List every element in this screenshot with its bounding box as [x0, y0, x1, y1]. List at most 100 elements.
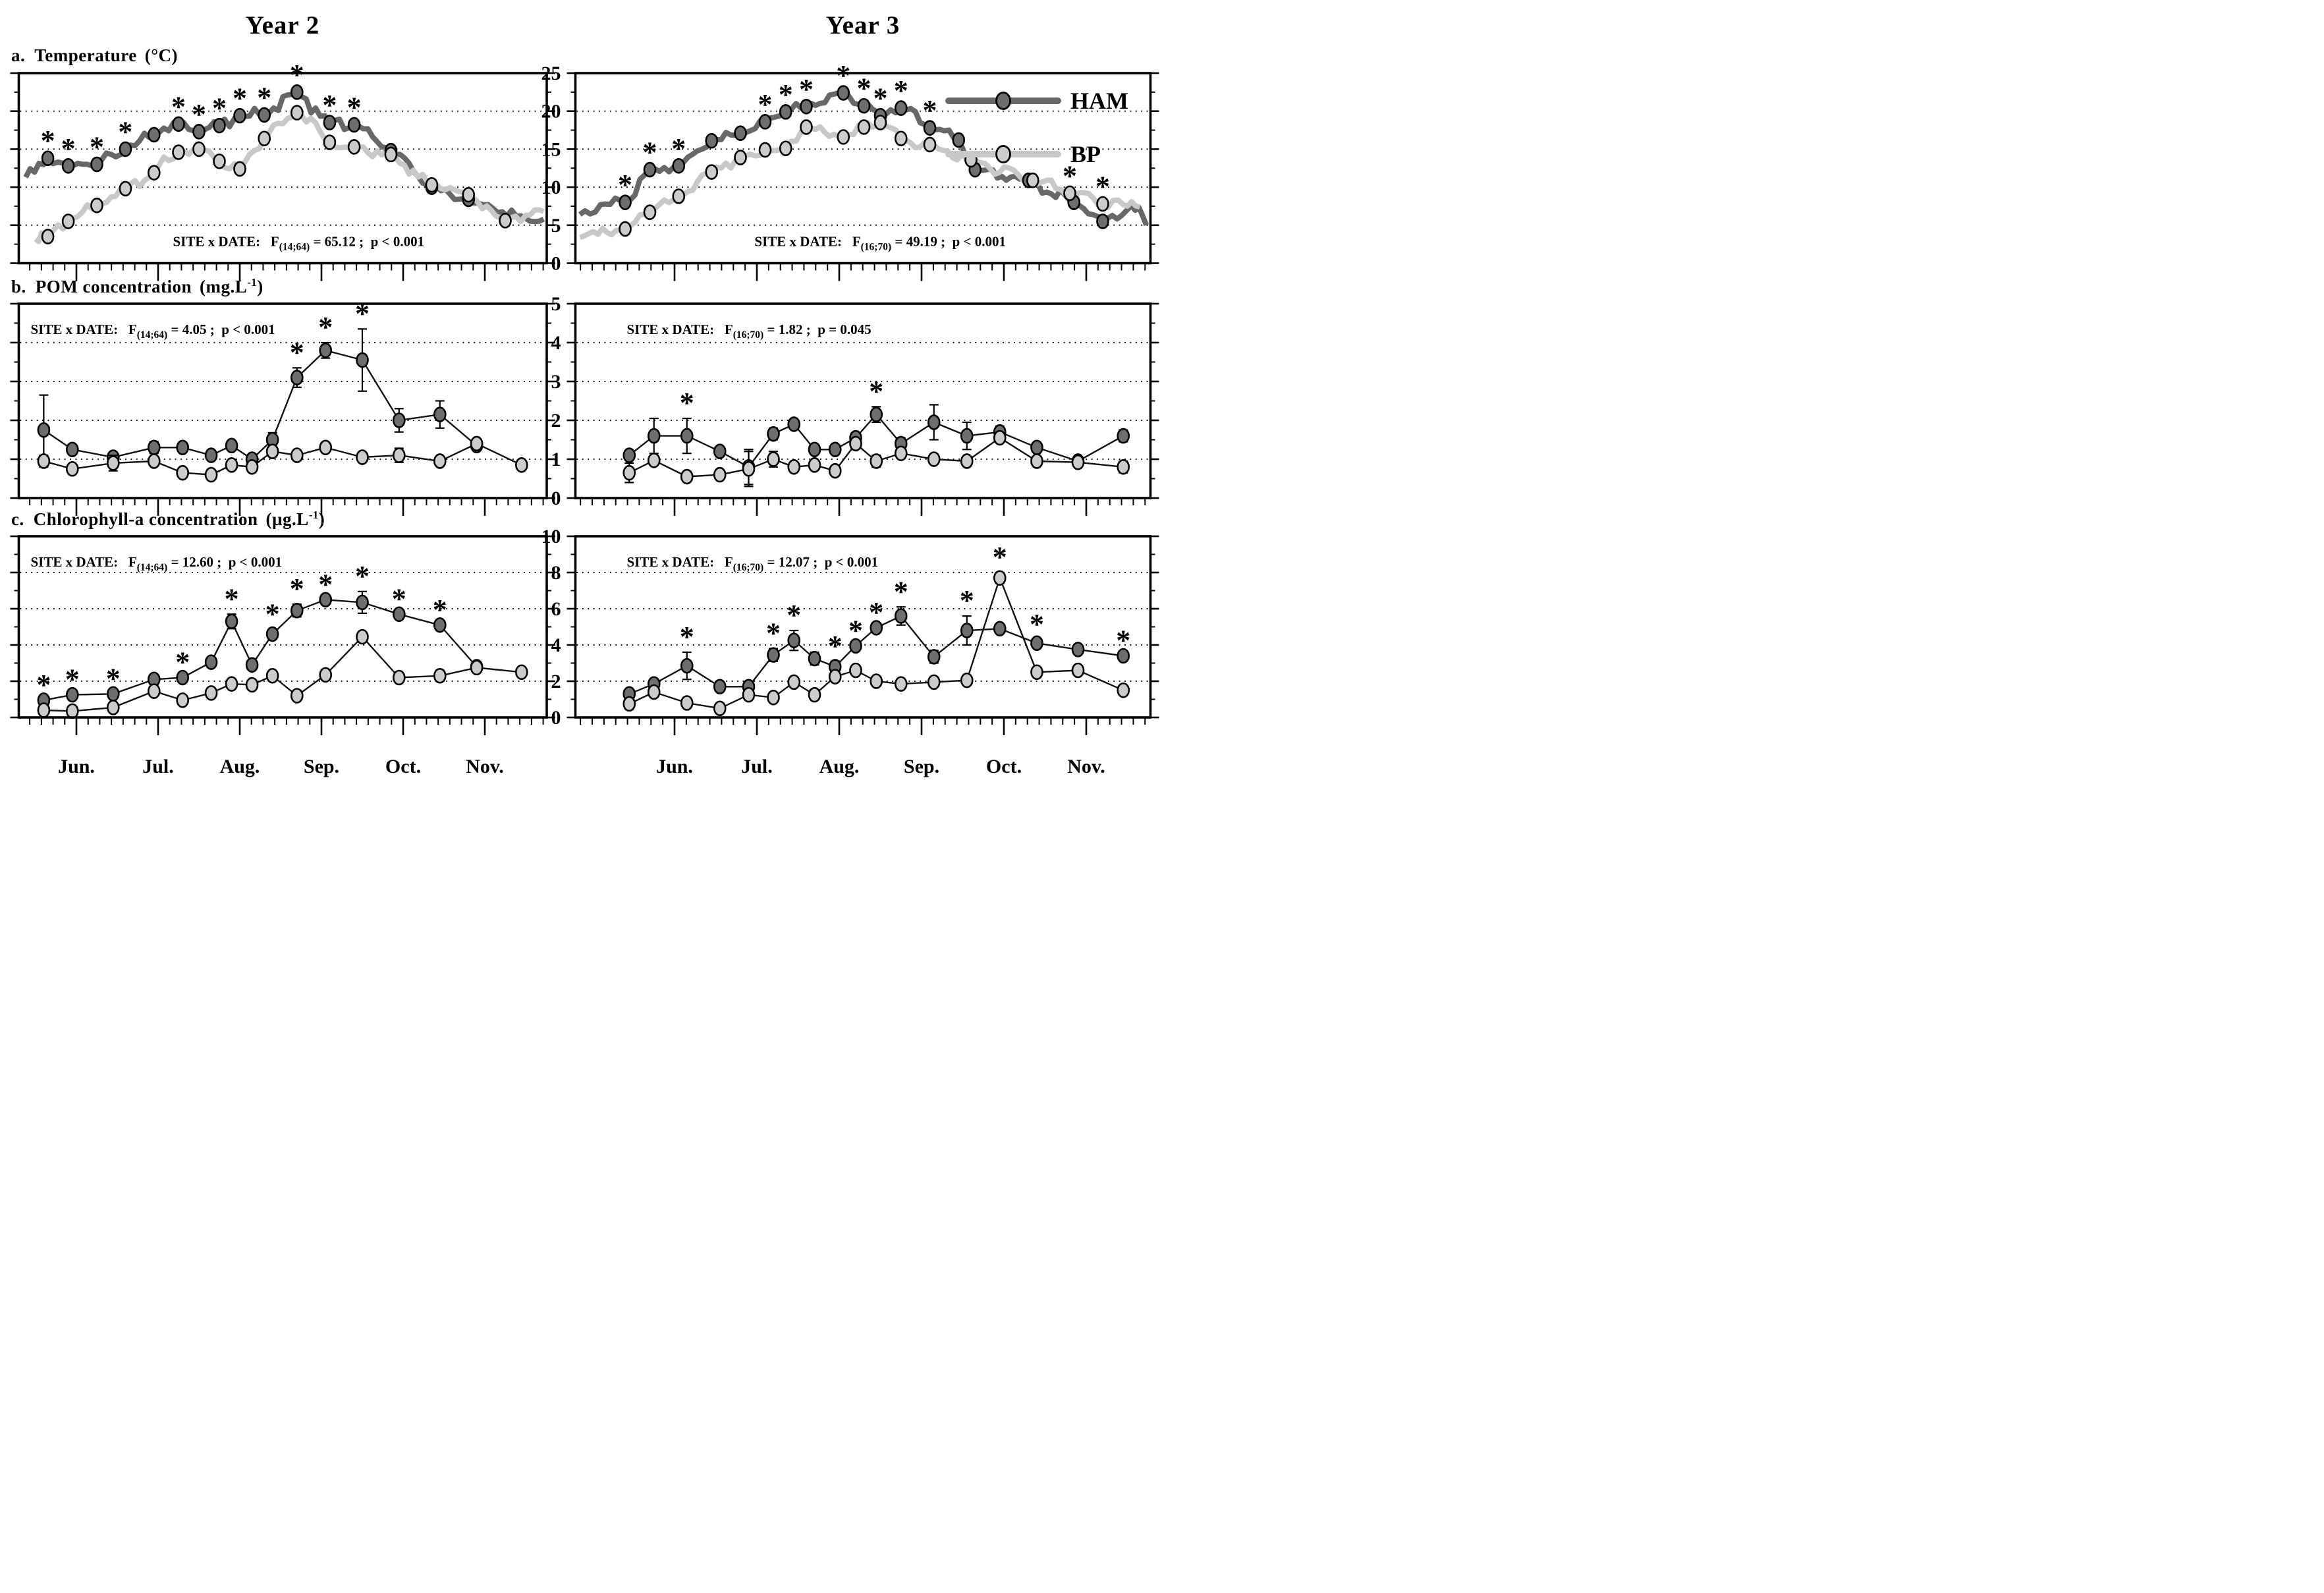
month-label-nov: Nov. — [466, 756, 504, 777]
data-point-bp — [927, 674, 941, 690]
data-point-ham — [870, 620, 883, 636]
data-point-bp — [233, 161, 246, 177]
y-tick-label: 25 — [541, 63, 561, 84]
y-tick-label: 0 — [551, 253, 561, 275]
series-layer — [578, 90, 1149, 240]
axis-ticks — [567, 302, 1159, 516]
data-point-ham — [258, 107, 271, 123]
gridlines — [20, 572, 545, 682]
significance-asterisk: * — [993, 541, 1007, 573]
data-point-ham — [993, 621, 1007, 637]
data-point-bp — [672, 188, 686, 204]
significance-asterisk: * — [225, 582, 239, 615]
series-line-bp — [43, 443, 522, 476]
data-point-ham — [192, 124, 206, 140]
data-point-bp — [148, 683, 161, 699]
significance-asterisk: * — [766, 617, 781, 650]
data-point-bp — [1117, 459, 1130, 475]
data-point-bp — [1026, 172, 1039, 188]
legend-marker-swatch — [995, 92, 1011, 110]
data-point-bp — [758, 142, 772, 158]
data-point-bp — [680, 468, 694, 485]
significance-asterisk: * — [290, 336, 304, 368]
data-point-ham — [233, 107, 246, 124]
data-point-bp — [319, 667, 333, 683]
marker-layer — [41, 84, 512, 244]
significance-asterisk: * — [355, 560, 370, 592]
month-label-jul: Jul. — [741, 756, 773, 777]
gridlines — [576, 572, 1149, 682]
figure-svg: * * * ** * * * *** *SITE x DATE: F(14;64) = 65.1… — [10, 59, 1159, 777]
significance-asterisk: * — [869, 375, 883, 407]
data-point-bp — [37, 702, 51, 718]
data-point-bp — [470, 659, 484, 676]
data-point-bp — [265, 667, 279, 684]
data-point-bp — [622, 696, 636, 712]
y-tick-label: 1 — [551, 449, 561, 470]
marker-layer — [37, 590, 528, 719]
data-point-ham — [927, 649, 941, 665]
data-point-bp — [622, 464, 636, 481]
significance-asterisk: * — [318, 311, 333, 343]
data-point-ham — [290, 370, 304, 385]
data-point-ham — [204, 447, 218, 463]
axis-ticks — [10, 302, 555, 516]
y-tick-label: 4 — [551, 634, 561, 656]
data-point-bp — [384, 146, 398, 163]
data-point-ham — [923, 120, 937, 136]
data-point-bp — [828, 669, 842, 685]
significance-asterisk: * — [758, 88, 773, 121]
significance-asterisk: * — [322, 89, 337, 121]
axis-ticks — [10, 72, 555, 281]
series-layer — [23, 89, 545, 244]
panel-label-name: Temperature — [34, 45, 137, 65]
panel-label-unit: (µg.L-1) — [265, 509, 325, 529]
data-point-ham — [787, 632, 801, 648]
axis-ticks — [567, 72, 1159, 281]
significance-layer: * * * — [290, 297, 370, 368]
data-point-bp — [894, 676, 908, 692]
y-tick-label: 2 — [551, 671, 561, 692]
data-point-bp — [90, 197, 103, 213]
significance-asterisk: * — [799, 73, 814, 105]
data-point-ham — [433, 617, 447, 633]
significance-asterisk: * — [171, 90, 186, 123]
marker-layer — [622, 570, 1130, 717]
legend-label: BP — [1070, 141, 1101, 167]
data-point-ham — [90, 156, 103, 173]
data-point-ham — [713, 443, 727, 460]
data-point-ham — [61, 157, 75, 174]
data-point-bp — [960, 453, 974, 469]
data-point-bp — [734, 150, 747, 165]
significance-asterisk: * — [318, 568, 333, 600]
data-point-ham — [290, 602, 304, 619]
data-point-bp — [619, 221, 632, 237]
data-point-bp — [849, 435, 862, 452]
data-point-bp — [787, 674, 801, 690]
significance-asterisk: * — [36, 669, 51, 701]
data-point-bp — [213, 154, 226, 169]
data-point-ham — [323, 115, 337, 130]
data-point-ham — [808, 441, 821, 458]
significance-asterisk: * — [671, 132, 686, 165]
significance-asterisk: * — [41, 125, 55, 157]
panel-border — [17, 302, 548, 499]
significance-asterisk: * — [290, 573, 304, 605]
data-point-ham — [213, 117, 226, 134]
panel-label-name: Chlorophyll-a concentration — [33, 509, 258, 529]
data-point-ham — [828, 441, 842, 458]
data-point-bp — [849, 662, 862, 679]
data-point-bp — [172, 144, 185, 160]
data-point-bp — [1117, 682, 1130, 698]
data-point-ham — [37, 422, 51, 438]
data-point-bp — [245, 677, 259, 693]
series-line-bp — [43, 635, 522, 712]
data-point-bp — [713, 700, 727, 717]
data-point-ham — [172, 116, 185, 132]
significance-asterisk: * — [61, 132, 76, 165]
significance-layer: *********** — [680, 541, 1131, 662]
significance-asterisk: * — [894, 575, 908, 607]
data-point-ham — [705, 132, 719, 149]
panel-border — [17, 72, 548, 265]
data-point-ham — [849, 638, 862, 654]
